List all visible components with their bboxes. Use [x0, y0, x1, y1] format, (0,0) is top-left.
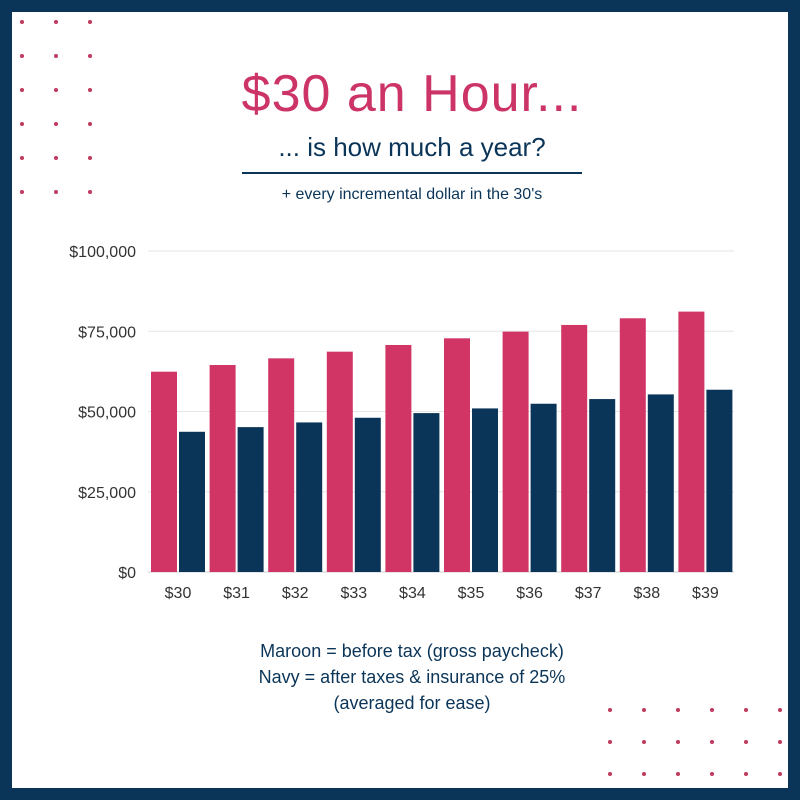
bar-gross [619, 318, 646, 572]
bar-net [589, 399, 616, 572]
x-tick-label: $30 [165, 585, 192, 602]
decorative-dot [88, 190, 92, 194]
bar-net [530, 403, 557, 572]
decorative-dot [676, 708, 680, 712]
decorative-dot [642, 772, 646, 776]
bar-gross [561, 324, 588, 572]
decorative-dot [20, 190, 24, 194]
bar-gross [678, 311, 705, 572]
bar-net [296, 422, 323, 572]
x-tick-label: $38 [633, 585, 660, 602]
page-subtitle: ... is how much a year? [278, 132, 546, 162]
x-tick-label: $34 [399, 585, 426, 602]
x-tick-label: $36 [516, 585, 543, 602]
decorative-dot [710, 772, 714, 776]
y-tick-label: $0 [118, 565, 136, 582]
y-tick-label: $100,000 [69, 244, 136, 261]
bar-gross [151, 371, 177, 572]
decorative-dot [20, 156, 24, 160]
decorative-dot [710, 740, 714, 744]
legend-net: Navy = after taxes & insurance of 25% [258, 667, 566, 687]
bar-net [647, 394, 674, 572]
decorative-dot [778, 740, 782, 744]
decorative-dot [88, 20, 92, 24]
legend-note: (averaged for ease) [333, 693, 491, 713]
decorative-dot [778, 772, 782, 776]
decorative-dot [608, 772, 612, 776]
page-title: $30 an Hour... [241, 65, 583, 123]
decorative-dot [54, 54, 58, 58]
decorative-dot [88, 88, 92, 92]
decorative-dot [744, 740, 748, 744]
decorative-dot [710, 708, 714, 712]
decorative-dot [744, 772, 748, 776]
decorative-dot [608, 740, 612, 744]
bar-gross [444, 338, 470, 572]
x-tick-label: $35 [458, 585, 485, 602]
page-tagline: + every incremental dollar in the 30's [281, 186, 543, 203]
bar-net [413, 413, 440, 572]
decorative-dot [54, 156, 58, 160]
decorative-dot [88, 54, 92, 58]
y-tick-label: $50,000 [78, 405, 136, 422]
bar-gross [385, 344, 412, 572]
bar-net [237, 427, 264, 572]
x-tick-label: $37 [575, 585, 602, 602]
bar-net [354, 417, 381, 572]
y-tick-label: $25,000 [78, 485, 136, 502]
decorative-dot [54, 122, 58, 126]
decorative-dot [608, 708, 612, 712]
legend-gross: Maroon = before tax (gross paycheck) [260, 641, 564, 661]
bar-gross [502, 331, 529, 572]
decorative-dot [88, 156, 92, 160]
y-tick-label: $75,000 [78, 324, 136, 341]
decorative-dot [744, 708, 748, 712]
bar-net [706, 389, 733, 572]
bar-chart: $0 $25,000 $50,000 $75,000 $100,000 $30 $31 $32… [69, 244, 734, 602]
bar-net [472, 408, 498, 572]
bar-net [179, 431, 205, 572]
decorative-dot [88, 122, 92, 126]
decorative-dot [54, 88, 58, 92]
x-tick-label: $31 [223, 585, 250, 602]
decorative-dot [20, 122, 24, 126]
decorative-dot [676, 740, 680, 744]
decorative-dot [778, 708, 782, 712]
decorative-dot [20, 54, 24, 58]
bar-gross [326, 351, 353, 572]
x-tick-label: $32 [282, 585, 309, 602]
bar-gross [209, 365, 236, 572]
decorative-dot [20, 20, 24, 24]
decorative-dot [642, 708, 646, 712]
decorative-dot [20, 88, 24, 92]
decorative-dot [676, 772, 680, 776]
decorative-dot [54, 20, 58, 24]
x-tick-label: $39 [692, 585, 719, 602]
decorative-dot [642, 740, 646, 744]
bar-gross [268, 358, 295, 572]
title-divider [242, 172, 582, 174]
decorative-dot [54, 190, 58, 194]
x-tick-label: $33 [340, 585, 367, 602]
